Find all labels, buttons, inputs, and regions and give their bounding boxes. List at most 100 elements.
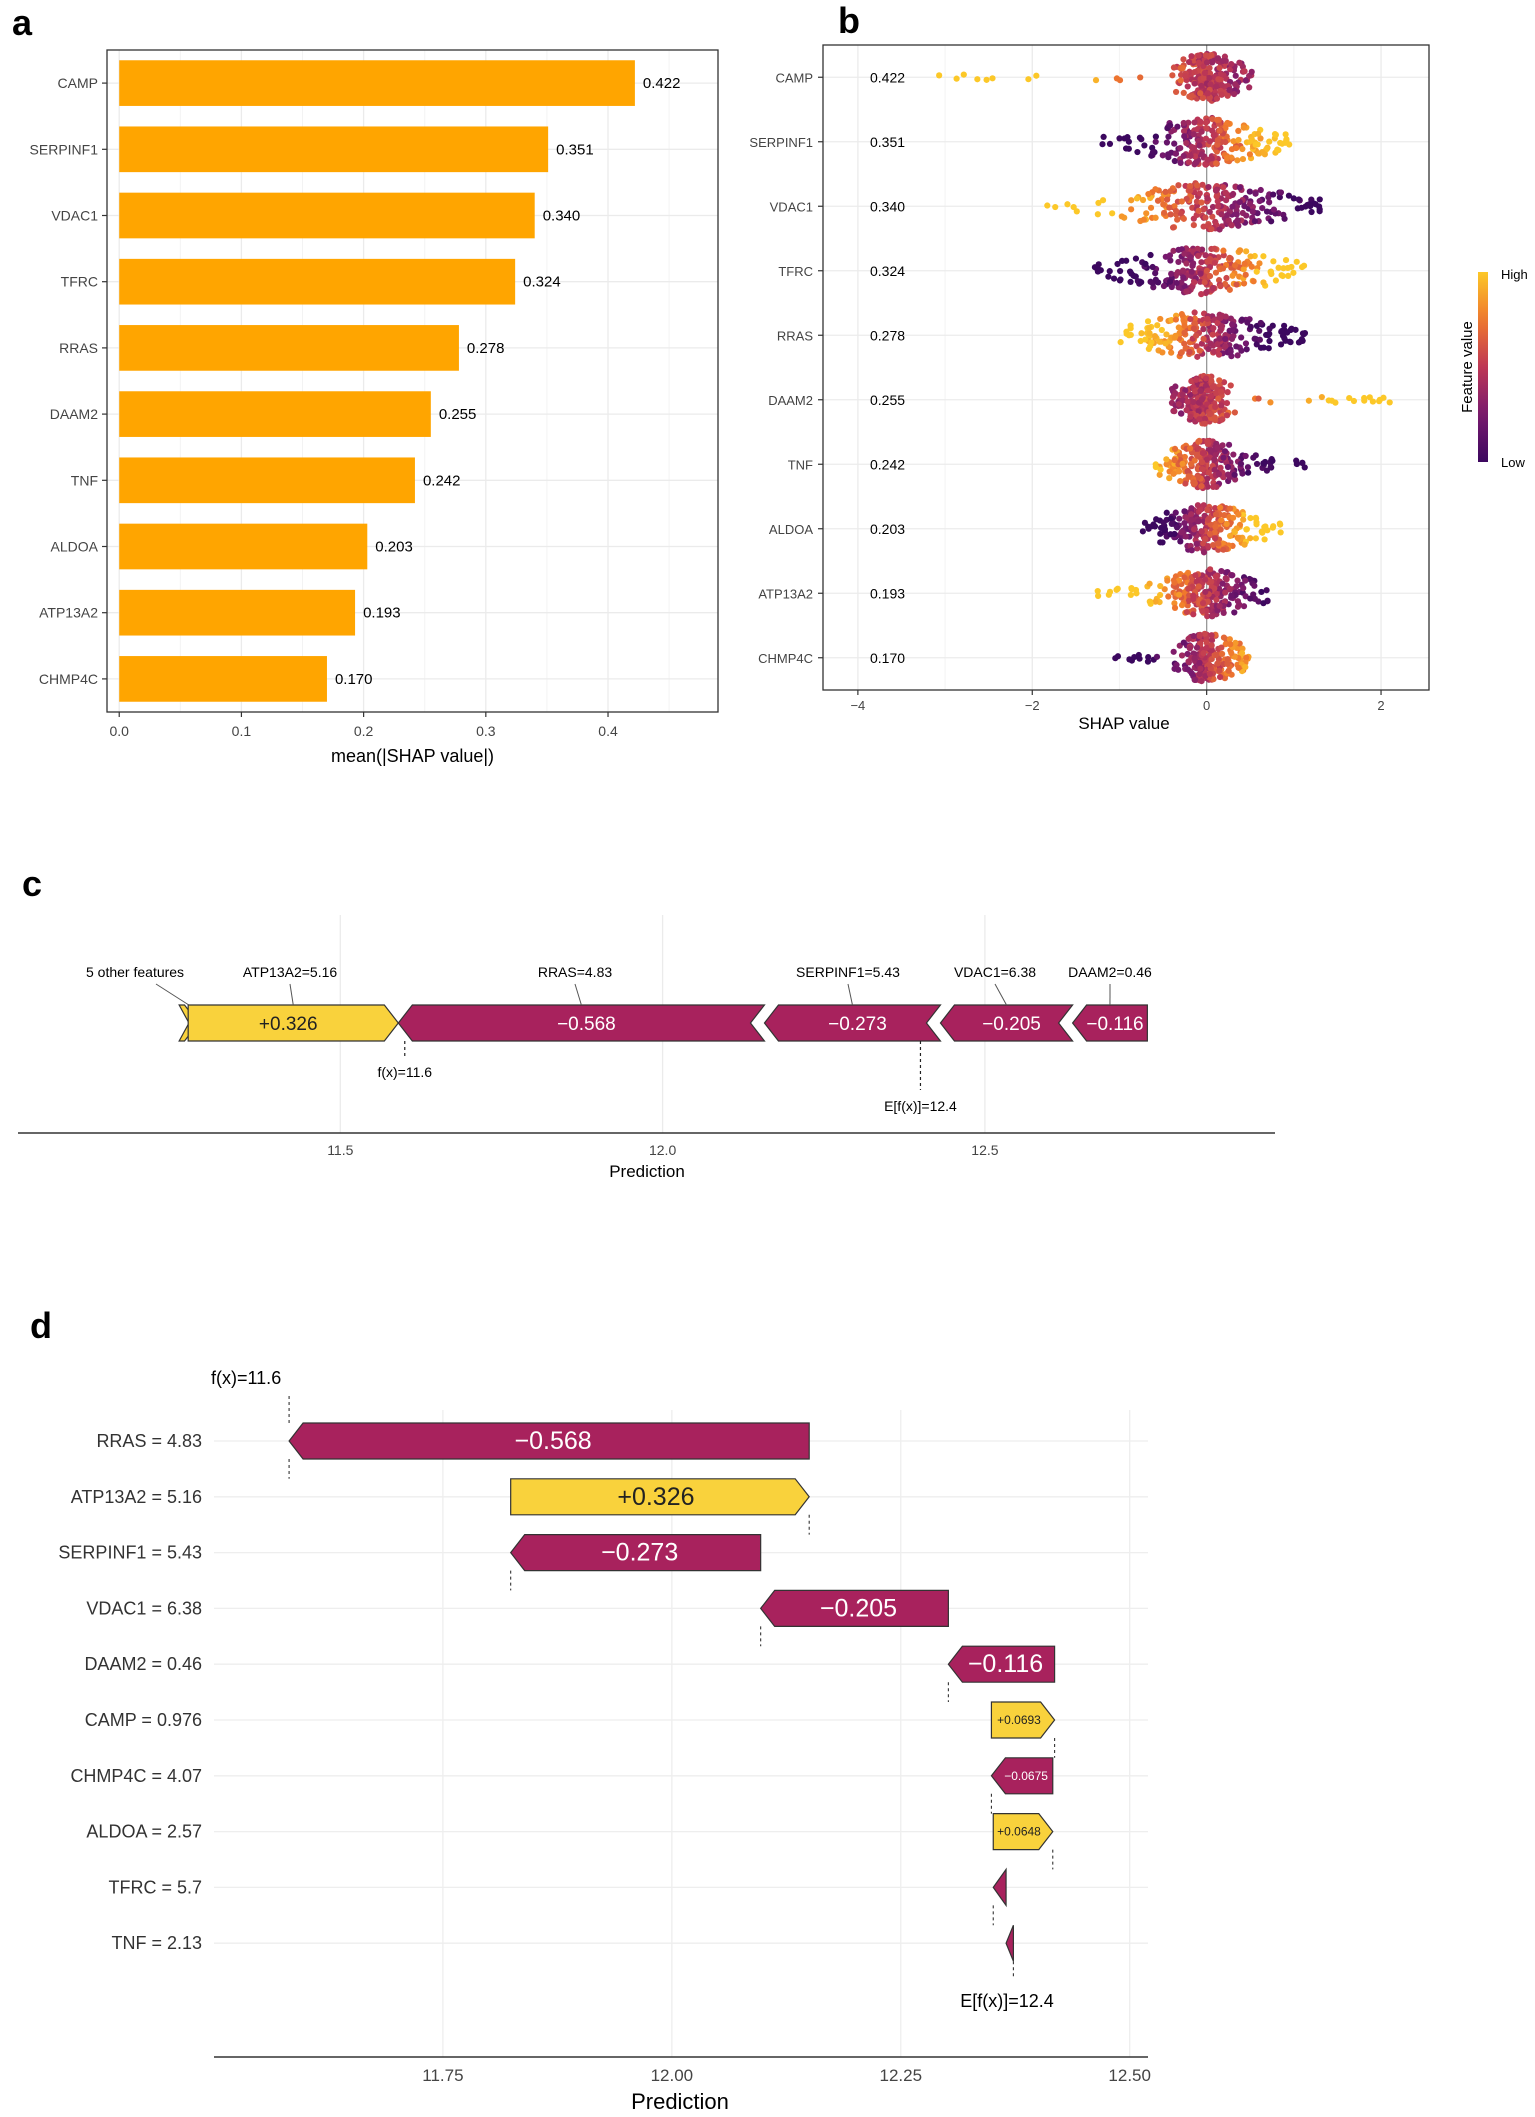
panel-b-point: [1187, 152, 1194, 159]
panel-b-point: [1243, 248, 1250, 255]
panel-b-point: [1241, 541, 1248, 548]
panel-b-point: [1064, 201, 1071, 208]
panel-b-point: [1196, 631, 1204, 638]
panel-d-xtick-label: 12.50: [1108, 2066, 1151, 2085]
panel-b-point: [1170, 470, 1177, 477]
panel-b-point: [1204, 483, 1211, 490]
panel-b-point: [1220, 454, 1227, 461]
panel-b-point: [1191, 80, 1198, 87]
panel-b-point: [1207, 521, 1214, 528]
panel-b-point: [1116, 135, 1123, 142]
panel-b-point: [1152, 138, 1159, 145]
panel-b-point: [1246, 200, 1254, 207]
panel-b-point: [1209, 127, 1216, 134]
panel-b-point: [1180, 56, 1187, 63]
panel-b-point: [1301, 329, 1309, 337]
panel-b-point: [1209, 612, 1216, 620]
panel-b-point: [1025, 76, 1032, 83]
panel-b-point: [1232, 262, 1239, 269]
panel-b-point: [1222, 575, 1229, 582]
panel-b-point: [1191, 676, 1199, 683]
panel-b-point: [1229, 272, 1236, 279]
panel-b-feature-label: SERPINF1: [749, 135, 813, 150]
panel-b-point: [1206, 273, 1214, 280]
panel-b-point: [1100, 133, 1107, 141]
panel-b-point: [1252, 190, 1259, 197]
panel-b-point: [1214, 198, 1221, 205]
panel-b-xtick-label: −2: [1025, 698, 1040, 713]
panel-b-point: [1234, 577, 1241, 584]
panel-b-point: [1180, 127, 1188, 135]
panel-b-point: [1182, 480, 1189, 487]
panel-b-point: [1176, 591, 1183, 598]
panel-b-point: [1175, 246, 1182, 253]
panel-b-point: [1257, 135, 1264, 142]
panel-b-point: [1264, 145, 1271, 152]
panel-b-point: [1234, 157, 1241, 164]
panel-d-feature-label: TNF = 2.13: [111, 1933, 202, 1953]
panel-b-point: [1177, 144, 1184, 152]
panel-b-point: [1172, 316, 1179, 323]
panel-b-point: [1222, 335, 1229, 343]
panel-b-point: [1369, 398, 1377, 405]
panel-b-point: [1152, 214, 1159, 221]
panel-b-point: [1170, 648, 1177, 655]
panel-b-point: [1219, 580, 1226, 587]
panel-b-point: [1203, 267, 1211, 274]
panel-b-point: [1204, 475, 1211, 482]
panel-b-mean-label: 0.242: [870, 456, 905, 472]
panel-b-point: [1281, 335, 1288, 342]
panel-b-point: [1220, 474, 1227, 481]
panel-b-point: [1184, 398, 1191, 405]
panel-c-efx-label: E[f(x)]=12.4: [884, 1098, 957, 1114]
panel-b-point: [1190, 526, 1198, 533]
panel-a-value-label: 0.422: [643, 75, 681, 92]
panel-b-point: [1188, 547, 1195, 554]
panel-b-point: [1251, 582, 1258, 589]
panel-d-bar: [1005, 1924, 1014, 1962]
panel-b-point: [1232, 639, 1239, 646]
panel-b-point: [1215, 395, 1222, 402]
panel-a-bar: [119, 258, 516, 305]
panel-b-point: [1218, 644, 1225, 651]
panel-b-point: [1173, 524, 1181, 531]
panel-b-point: [1265, 332, 1272, 339]
panel-c-segment-value: −0.568: [557, 1014, 616, 1035]
panel-b-point: [1211, 456, 1218, 463]
panel-b-point: [1277, 521, 1284, 528]
panel-b-point: [1269, 524, 1276, 531]
panel-c-letter: c: [22, 863, 42, 904]
panel-b-point: [1226, 86, 1233, 94]
panel-b-mean-label: 0.203: [870, 521, 905, 537]
panel-b-point: [1136, 134, 1144, 141]
panel-a-category-label: RRAS: [59, 340, 98, 356]
panel-b-point: [1177, 478, 1184, 485]
panel-b-point: [1194, 545, 1201, 552]
panel-b-point: [1191, 480, 1198, 487]
panel-b-point: [1240, 512, 1247, 519]
panel-b-point: [1209, 284, 1217, 292]
panel-d-xlabel: Prediction: [631, 2089, 729, 2114]
panel-b-point: [1231, 609, 1238, 616]
panel-b-point: [1202, 252, 1209, 259]
panel-b-point: [1179, 267, 1187, 274]
panel-b-point: [1171, 604, 1179, 611]
panel-b-point: [1195, 59, 1202, 66]
panel-b-point: [1216, 226, 1223, 233]
panel-b-point: [1250, 454, 1257, 461]
panel-b-point: [1132, 586, 1140, 594]
panel-b-point: [1146, 330, 1153, 337]
panel-b-point: [1171, 530, 1178, 538]
panel-a-value-label: 0.278: [467, 340, 505, 357]
panel-b-point: [1227, 348, 1234, 355]
panel-b-point: [1194, 502, 1202, 509]
panel-b-point: [1159, 349, 1166, 356]
panel-b-point: [1246, 151, 1254, 158]
panel-b-point: [1299, 459, 1306, 466]
panel-b-xtick-label: −4: [850, 698, 865, 713]
panel-b-mean-label: 0.351: [870, 134, 905, 150]
panel-b-point: [1230, 138, 1237, 145]
panel-b-point: [1211, 504, 1219, 512]
panel-b-frame: [822, 44, 1430, 691]
panel-b-point: [1152, 463, 1159, 471]
